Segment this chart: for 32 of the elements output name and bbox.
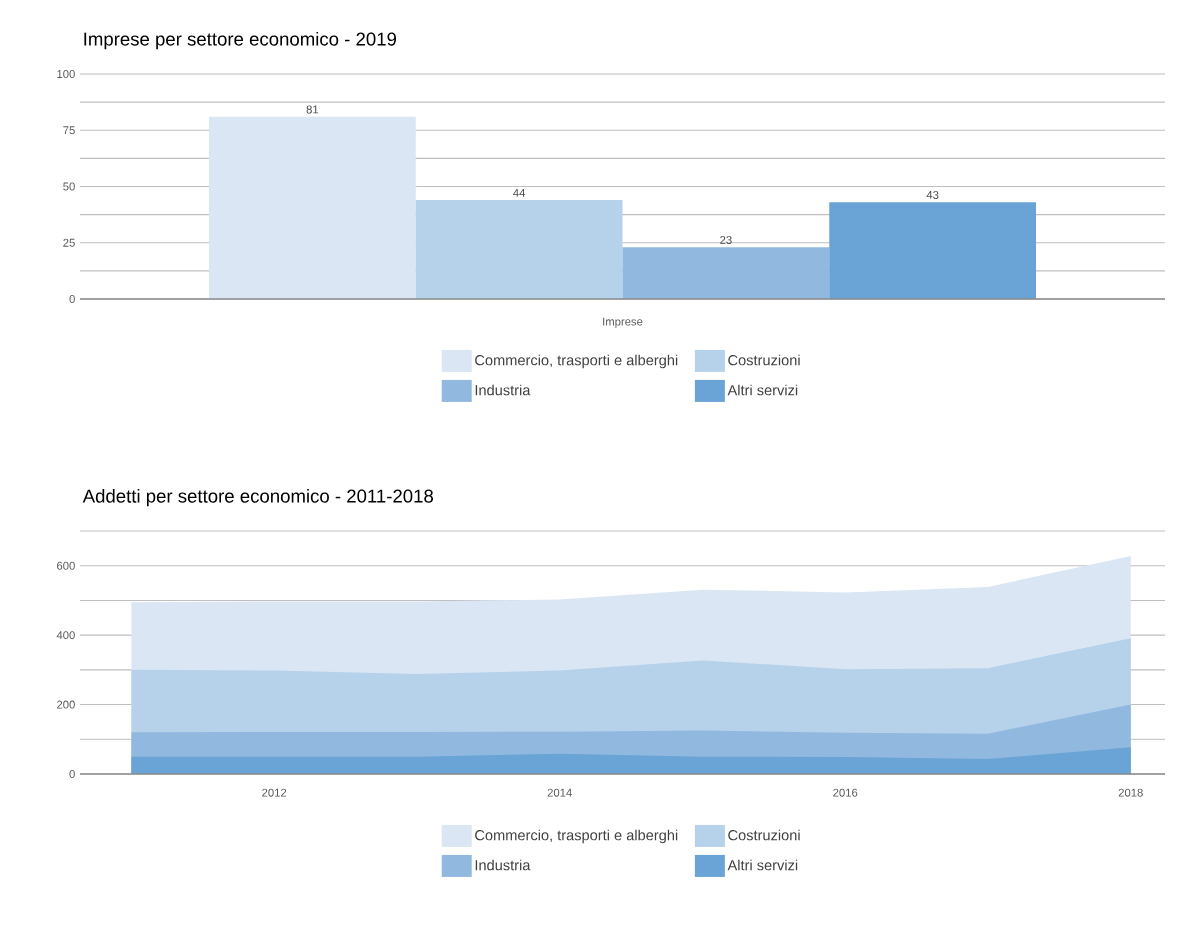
legend-label: Commercio, trasporti e alberghi: [475, 829, 678, 844]
data-label: 43: [926, 190, 939, 199]
y-tick-label: 75: [63, 126, 75, 135]
chart-title: Imprese per settore economico - 2019: [84, 31, 397, 50]
data-label: 81: [306, 105, 319, 114]
y-tick-label: 600: [57, 561, 75, 570]
bar: [209, 116, 416, 299]
x-tick-label: 2018: [1118, 788, 1143, 797]
x-tick-label: 2012: [262, 788, 287, 797]
legend-label: Altri servizi: [727, 384, 798, 396]
bar: [829, 202, 1037, 299]
y-tick-label: 25: [63, 238, 75, 247]
legend-label: Commercio, trasporti e alberghi: [475, 354, 678, 369]
data-label: 44: [513, 188, 526, 197]
y-tick-label: 400: [56, 631, 75, 640]
y-tick-label: 0: [69, 295, 75, 303]
bar: [622, 247, 830, 299]
legend-label: Costruzioni: [728, 354, 800, 366]
legend-label: Altri servizi: [727, 859, 798, 871]
legend-label: Costruzioni: [728, 829, 800, 841]
legend-label: Industria: [475, 384, 531, 396]
y-tick-label: 0: [69, 770, 75, 778]
y-tick-label: 50: [63, 182, 75, 191]
chart-title: Addetti per settore economico - 2011-2018: [82, 489, 433, 507]
y-tick-label: 100: [57, 70, 75, 78]
data-label: 23: [720, 235, 732, 244]
bar: [415, 199, 623, 299]
x-tick-label: 2014: [547, 788, 572, 797]
legend-label: Industria: [475, 859, 531, 871]
y-tick-label: 200: [57, 700, 75, 709]
x-tick-label: 2016: [833, 788, 858, 797]
x-tick-label: Imprese: [603, 317, 643, 328]
